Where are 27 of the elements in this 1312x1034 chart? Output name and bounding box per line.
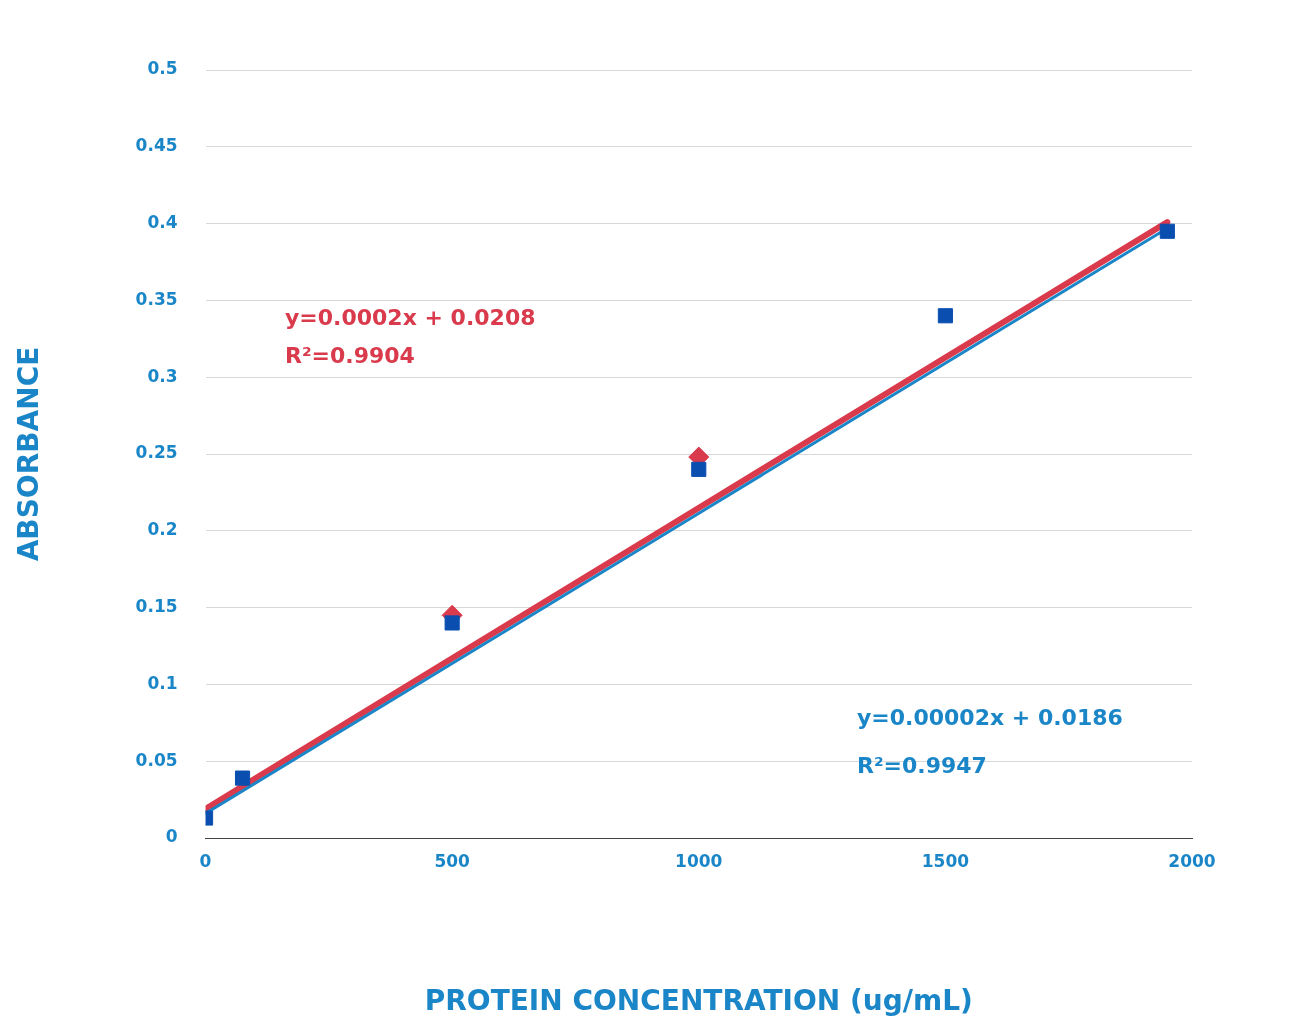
point: [937, 308, 953, 324]
x-tick-label: 1000: [675, 850, 723, 871]
y-tick-label: 0.05: [135, 749, 178, 770]
y-tick-label: 0.25: [135, 442, 178, 463]
x-tick-label: 500: [434, 850, 471, 871]
x-tick-label: 1500: [921, 850, 970, 871]
y-tick-label: 0.1: [147, 672, 178, 693]
y-tick-label: 0.4: [147, 212, 178, 233]
y-tick-label: 0: [165, 826, 178, 847]
point: [1159, 223, 1175, 239]
annotation: R²=0.9947: [857, 753, 987, 778]
y-axis-title: ABSORBANCE: [12, 346, 46, 562]
y-tick-label: 0.5: [147, 58, 178, 79]
x-tick-label: 0: [199, 850, 212, 871]
annotation: y=0.0002x + 0.0208: [285, 305, 536, 330]
y-tick-label: 0.2: [147, 519, 178, 540]
y-tick-label: 0.35: [135, 288, 178, 309]
point: [234, 770, 251, 786]
annotation: R²=0.9904: [285, 343, 415, 368]
x-tick-label: 2000: [1168, 850, 1216, 871]
y-tick-label: 0.15: [135, 596, 178, 617]
point: [691, 461, 707, 477]
y-tick-label: 0.3: [147, 365, 178, 386]
x-axis-title: PROTEIN CONCENTRATION (ug/mL): [424, 984, 973, 1018]
point: [444, 615, 460, 631]
annotation: y=0.00002x + 0.0186: [857, 705, 1123, 730]
y-tick-label: 0.45: [135, 135, 178, 156]
